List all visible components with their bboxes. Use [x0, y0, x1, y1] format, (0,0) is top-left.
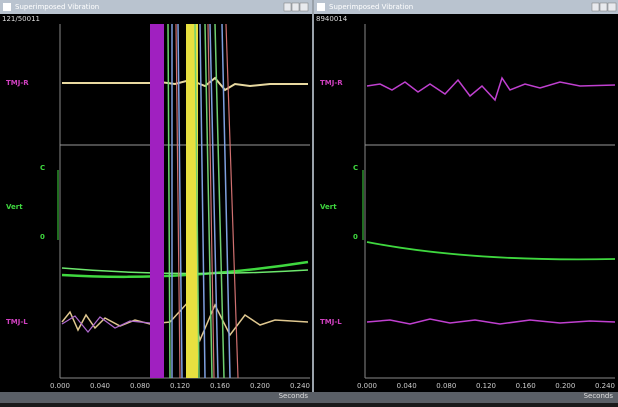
scale-label: C	[40, 164, 45, 172]
scale-label: 0	[353, 233, 358, 241]
maximize-button[interactable]	[600, 3, 607, 11]
right-window	[314, 0, 618, 403]
x-tick-label: 0.000	[357, 382, 377, 390]
scale-label: 0	[40, 233, 45, 241]
x-tick-label: 0.160	[516, 382, 536, 390]
x-tick-label: 0.080	[130, 382, 150, 390]
record-id: 121/50011	[2, 15, 40, 23]
x-tick-label: 0.160	[210, 382, 230, 390]
close-button[interactable]	[300, 3, 308, 11]
x-tick-label: 0.240	[290, 382, 310, 390]
window-icon	[317, 3, 325, 11]
x-tick-label: 0.200	[250, 382, 270, 390]
channel-label: Vert	[320, 203, 337, 211]
window-title: Superimposed Vibration	[329, 3, 413, 11]
channel-label: Vert	[6, 203, 23, 211]
x-tick-label: 0.040	[397, 382, 417, 390]
minimize-button[interactable]	[284, 3, 291, 11]
screen: Superimposed Vibration 121/50011 TMJ-R Vert…	[0, 0, 618, 403]
x-tick-label: 0.080	[436, 382, 456, 390]
x-tick-label: 0.240	[595, 382, 615, 390]
x-tick-label: 0.200	[555, 382, 575, 390]
x-tick-label: 0.000	[50, 382, 70, 390]
close-button[interactable]	[608, 3, 616, 11]
x-axis-label: Seconds	[279, 392, 309, 400]
x-tick-label: 0.120	[170, 382, 190, 390]
window-icon	[3, 3, 11, 11]
x-tick-label: 0.040	[90, 382, 110, 390]
minimize-button[interactable]	[592, 3, 599, 11]
trace-band	[150, 24, 164, 378]
channel-label: TMJ-R	[320, 79, 343, 87]
window-body	[314, 0, 618, 403]
x-axis-label: Seconds	[584, 392, 614, 400]
page: Superimposed Vibration 121/50011 TMJ-R Vert…	[0, 0, 618, 403]
x-tick-label: 0.120	[476, 382, 496, 390]
status-strip	[0, 392, 618, 403]
channel-label: TMJ-L	[320, 318, 342, 326]
record-id: 8940014	[316, 15, 348, 23]
window-title: Superimposed Vibration	[15, 3, 99, 11]
maximize-button[interactable]	[292, 3, 299, 11]
channel-label: TMJ-R	[6, 79, 29, 87]
scale-label: C	[353, 164, 358, 172]
channel-label: TMJ-L	[6, 318, 28, 326]
left-window	[0, 0, 312, 403]
